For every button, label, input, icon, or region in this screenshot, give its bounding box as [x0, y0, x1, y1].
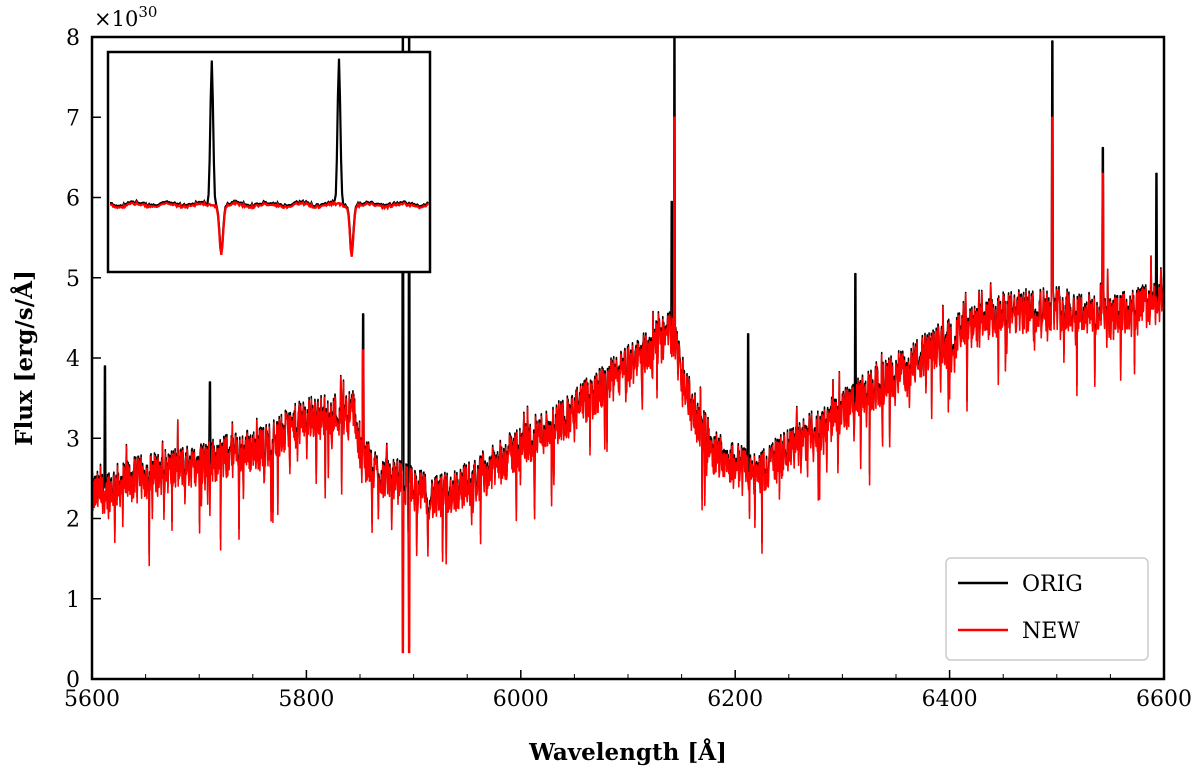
series-line-new	[91, 116, 1165, 654]
y-tick-label: 7	[66, 106, 80, 131]
y-tick-label: 3	[66, 427, 80, 452]
x-tick-label: 6200	[707, 687, 763, 712]
inset-frame	[106, 50, 432, 274]
x-tick-label: 6600	[1136, 687, 1192, 712]
x-tick-label: 6000	[493, 687, 549, 712]
inset-line-orig	[110, 58, 429, 253]
y-tick-label: 0	[66, 668, 80, 693]
legend-label-orig: ORIG	[1022, 572, 1083, 597]
x-tick-label: 5600	[64, 687, 120, 712]
y-axis-title: Flux [erg/s/Å]	[11, 270, 38, 446]
y-tick-label: 5	[66, 267, 80, 292]
series-layer	[91, 36, 1165, 654]
y-tick-label: 8	[66, 26, 80, 51]
x-tick-label: 6400	[922, 687, 978, 712]
inset-background	[108, 52, 430, 272]
y-multiplier: ×1030	[94, 3, 157, 31]
y-tick-label: 1	[66, 588, 80, 613]
y-tick-label: 4	[66, 347, 80, 372]
inset-zoom	[106, 50, 432, 274]
y-tick-label: 2	[66, 508, 80, 533]
legend-label-new: NEW	[1022, 619, 1080, 644]
inset-series-layer	[110, 58, 429, 257]
legend: ORIG NEW	[945, 557, 1149, 661]
y-tick-label: 6	[66, 187, 80, 212]
x-axis-title: Wavelength [Å]	[528, 739, 727, 766]
x-axis-ticks: 5600 5800 6000 6200 6400 6600	[64, 670, 1192, 712]
x-tick-label: 5800	[278, 687, 334, 712]
y-axis-ticks: 0 1 2 3 4 5 6 7 8	[66, 26, 101, 693]
inset-line-new	[110, 200, 429, 257]
